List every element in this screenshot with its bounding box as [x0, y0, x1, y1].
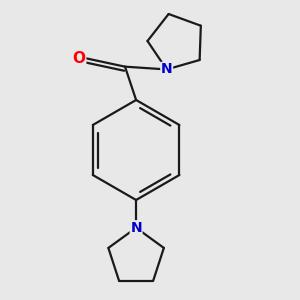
Text: N: N: [161, 62, 172, 76]
Text: O: O: [73, 51, 86, 66]
Text: N: N: [130, 221, 142, 235]
